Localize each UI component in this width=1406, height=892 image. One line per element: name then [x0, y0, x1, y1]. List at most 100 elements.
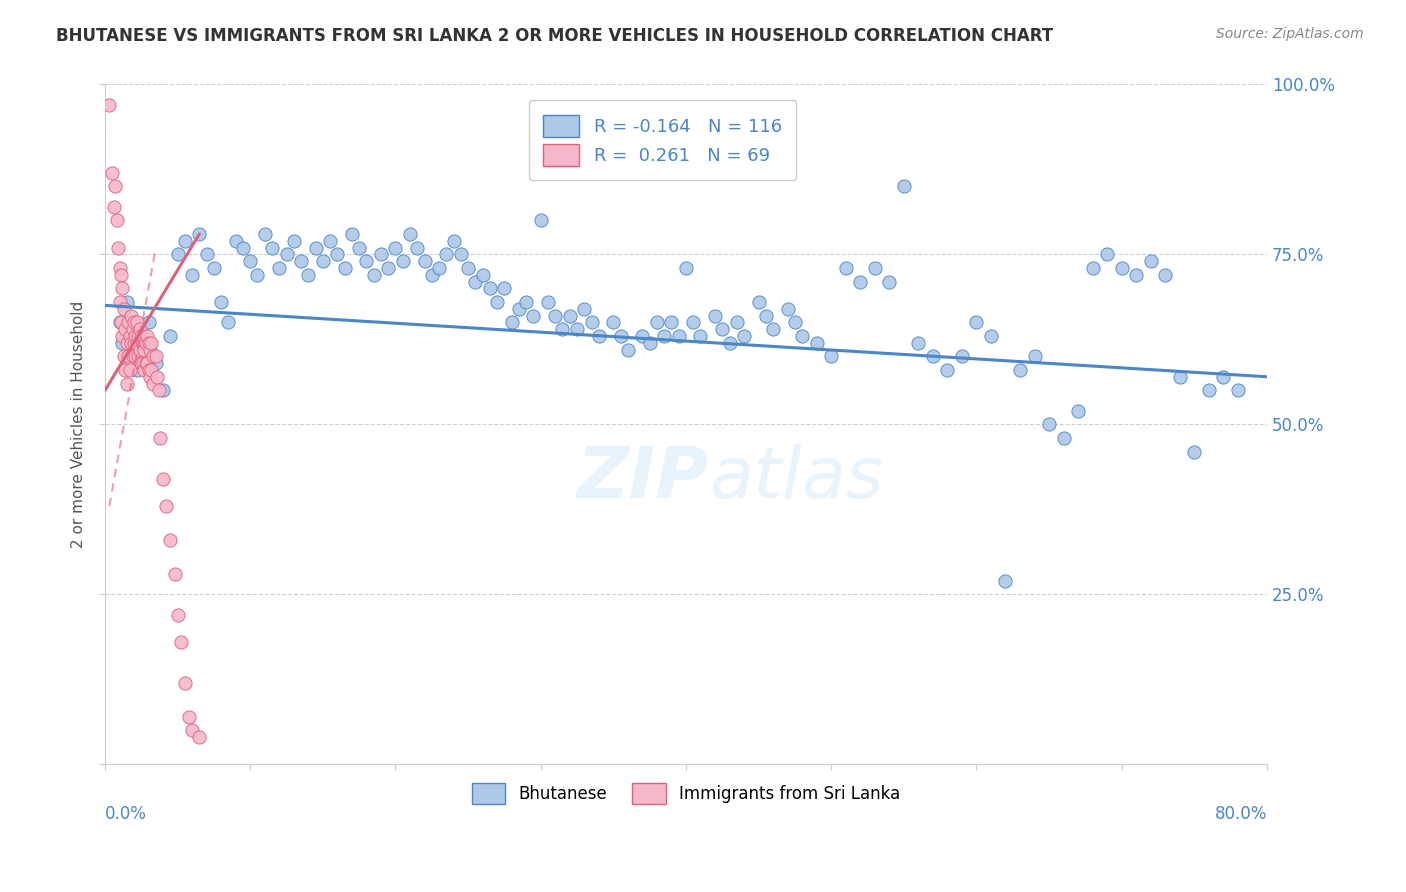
Point: [980, 329, 1002, 343]
Point: [166, 247, 188, 261]
Point: [111, 329, 134, 343]
Point: [188, 227, 211, 241]
Point: [104, 179, 127, 194]
Point: [494, 281, 516, 295]
Point: [142, 376, 165, 391]
Point: [122, 335, 145, 350]
Text: BHUTANESE VS IMMIGRANTS FROM SRI LANKA 2 OR MORE VEHICLES IN HOUSEHOLD CORRELATI: BHUTANESE VS IMMIGRANTS FROM SRI LANKA 2…: [56, 27, 1053, 45]
Point: [849, 275, 872, 289]
Point: [108, 260, 131, 275]
Point: [117, 315, 139, 329]
Point: [508, 301, 530, 316]
Point: [134, 363, 156, 377]
Point: [333, 260, 356, 275]
Point: [565, 322, 588, 336]
Point: [863, 260, 886, 275]
Point: [312, 254, 335, 268]
Point: [645, 315, 668, 329]
Point: [115, 376, 138, 391]
Point: [661, 315, 683, 329]
Point: [110, 268, 132, 282]
Point: [114, 363, 136, 377]
Point: [149, 431, 172, 445]
Point: [108, 295, 131, 310]
Legend: Bhutanese, Immigrants from Sri Lanka: Bhutanese, Immigrants from Sri Lanka: [465, 777, 907, 810]
Point: [283, 234, 305, 248]
Text: atlas: atlas: [709, 444, 884, 513]
Point: [1008, 363, 1031, 377]
Point: [602, 315, 624, 329]
Point: [146, 369, 169, 384]
Point: [877, 275, 900, 289]
Point: [1198, 384, 1220, 398]
Point: [762, 322, 785, 336]
Point: [588, 329, 610, 343]
Point: [682, 315, 704, 329]
Point: [668, 329, 690, 343]
Point: [134, 343, 156, 357]
Point: [486, 295, 509, 310]
Point: [1212, 369, 1234, 384]
Point: [202, 260, 225, 275]
Point: [122, 315, 145, 329]
Point: [907, 335, 929, 350]
Point: [108, 315, 131, 329]
Point: [125, 335, 148, 350]
Point: [522, 309, 544, 323]
Point: [297, 268, 319, 282]
Point: [581, 315, 603, 329]
Point: [1154, 268, 1177, 282]
Point: [127, 350, 149, 364]
Point: [107, 241, 129, 255]
Point: [1081, 260, 1104, 275]
Point: [290, 254, 312, 268]
Point: [515, 295, 537, 310]
Point: [136, 329, 159, 343]
Point: [834, 260, 856, 275]
Point: [152, 384, 174, 398]
Point: [1067, 403, 1090, 417]
Point: [138, 363, 160, 377]
Point: [356, 254, 378, 268]
Point: [443, 234, 465, 248]
Point: [631, 329, 654, 343]
Point: [1111, 260, 1133, 275]
Point: [792, 329, 814, 343]
Point: [457, 260, 479, 275]
Point: [127, 329, 149, 343]
Point: [711, 322, 734, 336]
Point: [260, 241, 283, 255]
Point: [1052, 431, 1074, 445]
Point: [347, 241, 370, 255]
Point: [776, 301, 799, 316]
Point: [145, 350, 167, 364]
Point: [159, 329, 181, 343]
Point: [551, 322, 574, 336]
Point: [1168, 369, 1191, 384]
Point: [120, 322, 142, 336]
Point: [124, 350, 146, 364]
Point: [718, 335, 741, 350]
Point: [120, 335, 142, 350]
Point: [142, 350, 165, 364]
Point: [1024, 350, 1046, 364]
Point: [558, 309, 581, 323]
Point: [118, 363, 141, 377]
Point: [98, 98, 121, 112]
Point: [173, 234, 195, 248]
Point: [145, 356, 167, 370]
Point: [112, 350, 135, 364]
Point: [434, 247, 457, 261]
Point: [652, 329, 675, 343]
Point: [103, 200, 125, 214]
Point: [166, 607, 188, 622]
Point: [114, 322, 136, 336]
Point: [363, 268, 385, 282]
Point: [135, 335, 157, 350]
Point: [141, 363, 163, 377]
Point: [609, 329, 631, 343]
Point: [115, 335, 138, 350]
Point: [111, 281, 134, 295]
Point: [135, 343, 157, 357]
Point: [406, 241, 429, 255]
